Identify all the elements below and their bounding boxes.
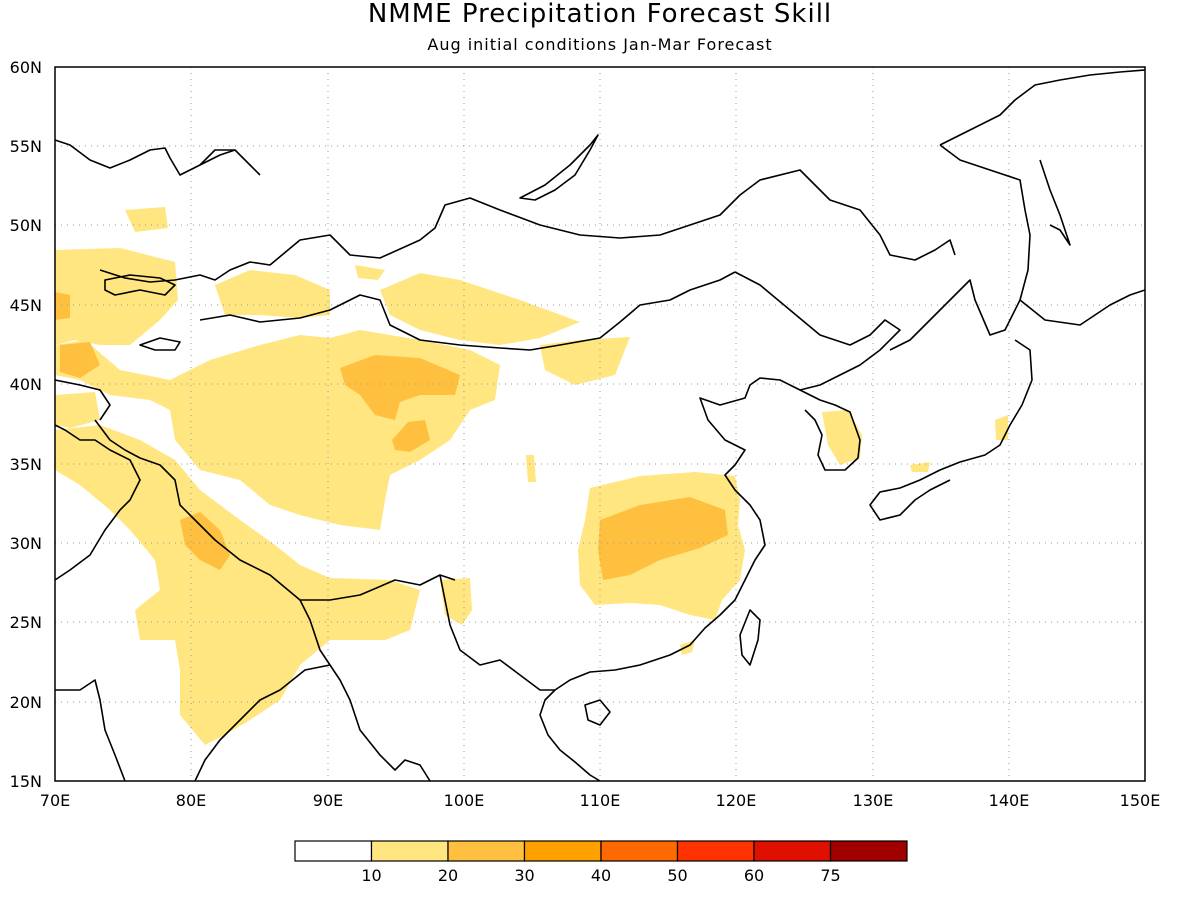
colorbar-label: 20 [438,866,458,885]
lon-tick-label: 90E [313,791,343,810]
colorbar-swatch [600,840,679,862]
region-pakistan-north [55,392,100,428]
lat-tick-label: 25N [10,613,42,632]
hole-pakistan [68,495,98,525]
figure-subtitle: Aug initial conditions Jan-Mar Forecast [427,35,772,54]
coast-hainan [584,699,611,726]
border-himalaya [94,419,456,601]
lat-tick-label: 60N [10,58,42,77]
coast-bay-bengal [194,664,431,782]
lon-tick-label: 130E [853,791,894,810]
colorbar-swatch [753,840,832,862]
region-mongolia-east [540,337,630,385]
region-pamir-core [60,342,100,378]
region-kazakh-north [125,207,168,232]
region-pakistan-india [55,425,420,745]
border-kazakh-china [199,271,736,351]
lat-tick-label: 55N [10,137,42,156]
region-kazakh-west-core [55,292,70,320]
lon-tick-label: 120E [716,791,757,810]
region-tibet-small [526,455,536,482]
region-qaidam-core [392,420,430,452]
coast-japan [869,339,1033,521]
colorbar-label: 75 [820,866,840,885]
colorbar-swatch [829,840,908,862]
region-korea [822,410,862,465]
figure-title: NMME Precipitation Forecast Skill [368,0,832,29]
coast-okhotsk [889,144,1031,351]
region-dzungaria [215,270,330,318]
map-panel [54,66,1146,782]
border-myanmar [299,599,331,666]
lat-tick-label: 45N [10,296,42,315]
lat-tick-label: 40N [10,375,42,394]
colorbar-label: 50 [667,866,687,885]
coast-indochina [539,689,601,782]
colorbar-label: 10 [361,866,381,885]
coast-india-west [55,679,126,782]
colorbar-swatch [294,840,373,862]
coast-far-east [939,69,1146,146]
border-afghan [54,379,111,421]
region-tarim-core [340,355,460,420]
colorbar-swatch [676,840,755,862]
region-central-china-core [598,497,728,580]
coast-kazakh-north [199,149,261,176]
coast-taiwan [739,609,761,666]
lon-tick-label: 80E [176,791,206,810]
colorbar-label: 60 [744,866,764,885]
colorbar-label: 30 [514,866,534,885]
lon-axis: 70E 80E 90E 100E 110E 120E 130E 140E 150… [40,791,1161,810]
lon-tick-label: 140E [989,791,1030,810]
colorbar: 10 20 30 40 50 60 75 [294,840,908,885]
lon-tick-label: 70E [40,791,70,810]
coast-hokkaido [1019,289,1146,326]
border-pakistan [54,424,141,581]
coast-korea [799,389,861,471]
lon-tick-label: 110E [580,791,621,810]
lon-tick-label: 100E [444,791,485,810]
lat-tick-label: 20N [10,693,42,712]
lat-tick-label: 30N [10,534,42,553]
coast-kamchatka-edge [1039,159,1071,246]
border-russia-kazakh-mongol [99,169,956,283]
coastlines-borders [54,69,1146,782]
region-kazakhstan-west [55,248,178,345]
region-mongolia-west [380,273,580,345]
region-kazakh-east [355,265,385,280]
colorbar-swatch [447,840,526,862]
lake-baikal [519,134,599,201]
coast-caspian-aral [104,274,176,296]
coast-bohai [554,271,901,691]
map-frame [54,66,1146,782]
lat-tick-label: 50N [10,216,42,235]
lat-tick-label: 15N [10,772,42,791]
lake-balkhash [139,337,181,351]
lon-tick-label: 150E [1120,791,1161,810]
lat-tick-label: 35N [10,455,42,474]
colorbar-swatch [523,840,602,862]
shading-20-30 [55,292,728,580]
region-nepal-core [180,512,230,570]
coast-arctic-russia [54,139,236,176]
colorbar-label: 40 [591,866,611,885]
border-southeast-asia [439,574,555,691]
colorbar-swatch [370,840,449,862]
lat-axis: 60N 55N 50N 45N 40N 35N 30N 25N 20N 15N [10,58,42,791]
